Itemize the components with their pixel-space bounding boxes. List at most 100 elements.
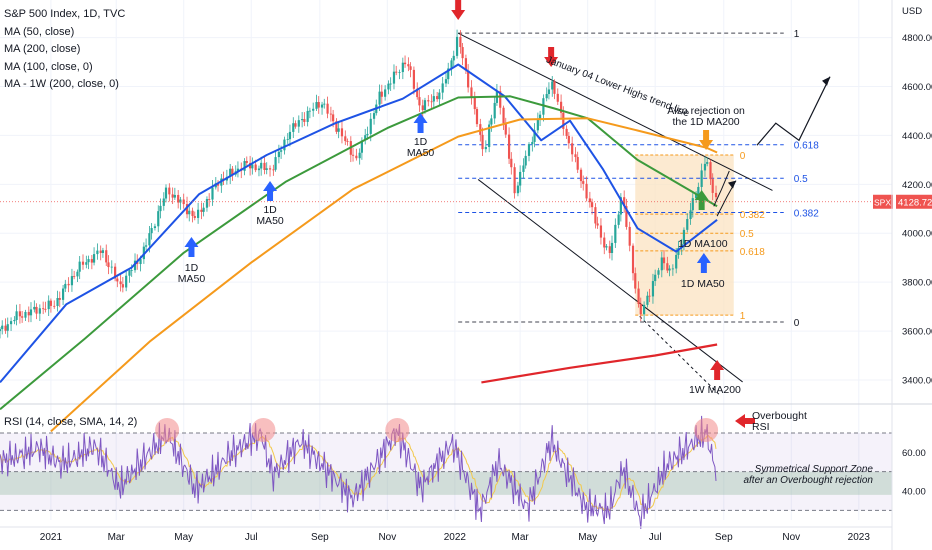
arrow-up-blue	[696, 253, 711, 273]
legend-title: S&P 500 Index, 1D, TVC	[4, 8, 126, 20]
candle-body	[438, 92, 441, 100]
arrow-down-red	[451, 0, 466, 20]
rsi-panel	[0, 415, 719, 529]
candle-body	[481, 134, 484, 150]
candle-body	[389, 83, 392, 85]
support-zone-label: Symmetrical Support Zone after an Overbou…	[743, 464, 873, 486]
candle-body	[0, 329, 2, 332]
ma1w-label: 1W MA200	[689, 384, 741, 396]
candle-body	[205, 199, 209, 208]
candle-body	[157, 211, 160, 227]
rsi-overbought-circle	[155, 418, 180, 442]
arrow-left-red	[735, 414, 755, 428]
price-tick-label: 3400.00	[902, 375, 932, 386]
candle-body	[355, 155, 358, 159]
fib-levels: 0 0.382 0.5 0.618 1 1 0.618 0.5 0.382 0	[458, 29, 819, 329]
candle-body	[317, 102, 320, 108]
symbol-label: SPX	[874, 197, 891, 207]
candle-body	[263, 162, 266, 170]
chart-legend: S&P 500 Index, 1D, TVC MA (50, close) MA…	[4, 6, 125, 94]
candle-body	[67, 283, 70, 286]
candle-body	[378, 91, 381, 105]
candle-body	[294, 123, 297, 127]
candle-body	[185, 204, 189, 215]
arrow-up-blue	[263, 181, 278, 201]
candle-body	[87, 259, 90, 263]
candle-body	[297, 120, 300, 127]
candle-body	[35, 306, 38, 314]
legend-ma50: MA (50, close)	[4, 25, 75, 38]
candle-body	[101, 250, 105, 253]
candle-body	[562, 112, 565, 129]
candle-body	[488, 124, 491, 148]
candle-body	[407, 64, 410, 67]
candle-body	[53, 305, 56, 307]
candle-body	[409, 66, 412, 70]
candle-body	[579, 169, 583, 182]
fib-orange-label: 0	[740, 151, 746, 162]
rsi-support-zone-rect	[0, 471, 892, 495]
candle-body	[119, 281, 122, 285]
candle-body	[229, 168, 232, 177]
trendline-projection	[639, 316, 720, 396]
candle-body	[450, 60, 453, 69]
candle-body	[44, 308, 47, 310]
rsi-overbought-circle	[385, 418, 410, 442]
candle-body	[639, 304, 642, 315]
candle-body	[85, 262, 88, 265]
candle-body	[216, 183, 220, 186]
legend-ma1w: MA - 1W (200, close, 0)	[4, 78, 119, 90]
candle-body	[78, 261, 81, 272]
candle-body	[436, 96, 439, 100]
price-tick-label: 3800.00	[902, 278, 932, 289]
candle-body	[159, 205, 162, 212]
candle-body	[631, 245, 635, 274]
ma50-line	[0, 63, 718, 384]
fib-blue-label: 1	[794, 29, 800, 40]
candle-body	[412, 69, 416, 89]
candle-body	[703, 163, 707, 171]
candle-body	[113, 266, 117, 279]
rsi-tick-label: 40.00	[902, 487, 926, 498]
rsi-overbought-circle	[251, 418, 276, 442]
candle-body	[444, 79, 448, 84]
candle-body	[177, 194, 180, 203]
candle-body	[447, 68, 450, 80]
candle-body	[642, 304, 646, 315]
candle-body	[697, 186, 700, 195]
candle-body	[369, 118, 372, 134]
candle-body	[301, 119, 304, 121]
candle-body	[42, 308, 45, 310]
ma50-label: 1D MA50	[407, 136, 435, 159]
candle-body	[551, 81, 554, 90]
candle-body	[292, 123, 295, 132]
rsi-line	[0, 415, 717, 529]
candle-body	[628, 226, 631, 246]
candle-body	[110, 266, 113, 268]
candle-body	[179, 199, 182, 203]
candle-body	[657, 270, 660, 275]
candle-body	[171, 194, 174, 198]
rsi-legend: RSI (14, close, SMA, 14, 2)	[4, 416, 138, 428]
ma50-label: 1D MA50	[256, 204, 284, 227]
candle-body	[128, 270, 131, 276]
candle-body	[33, 306, 36, 310]
candle-body	[467, 70, 470, 88]
candle-body	[660, 257, 663, 271]
candle-body	[173, 194, 176, 198]
candle-body	[351, 154, 355, 156]
candle-body	[196, 209, 200, 218]
x-tick-label: 2023	[848, 532, 871, 543]
candle-body	[90, 259, 93, 263]
candle-body	[1, 325, 4, 330]
candle-body	[416, 88, 419, 98]
candle-body	[200, 209, 203, 212]
candle-body	[470, 87, 473, 98]
candle-body	[49, 300, 53, 306]
candle-body	[15, 311, 18, 320]
x-tick-label: 2022	[444, 532, 467, 543]
candle-body	[605, 246, 608, 248]
candle-body	[662, 257, 666, 264]
